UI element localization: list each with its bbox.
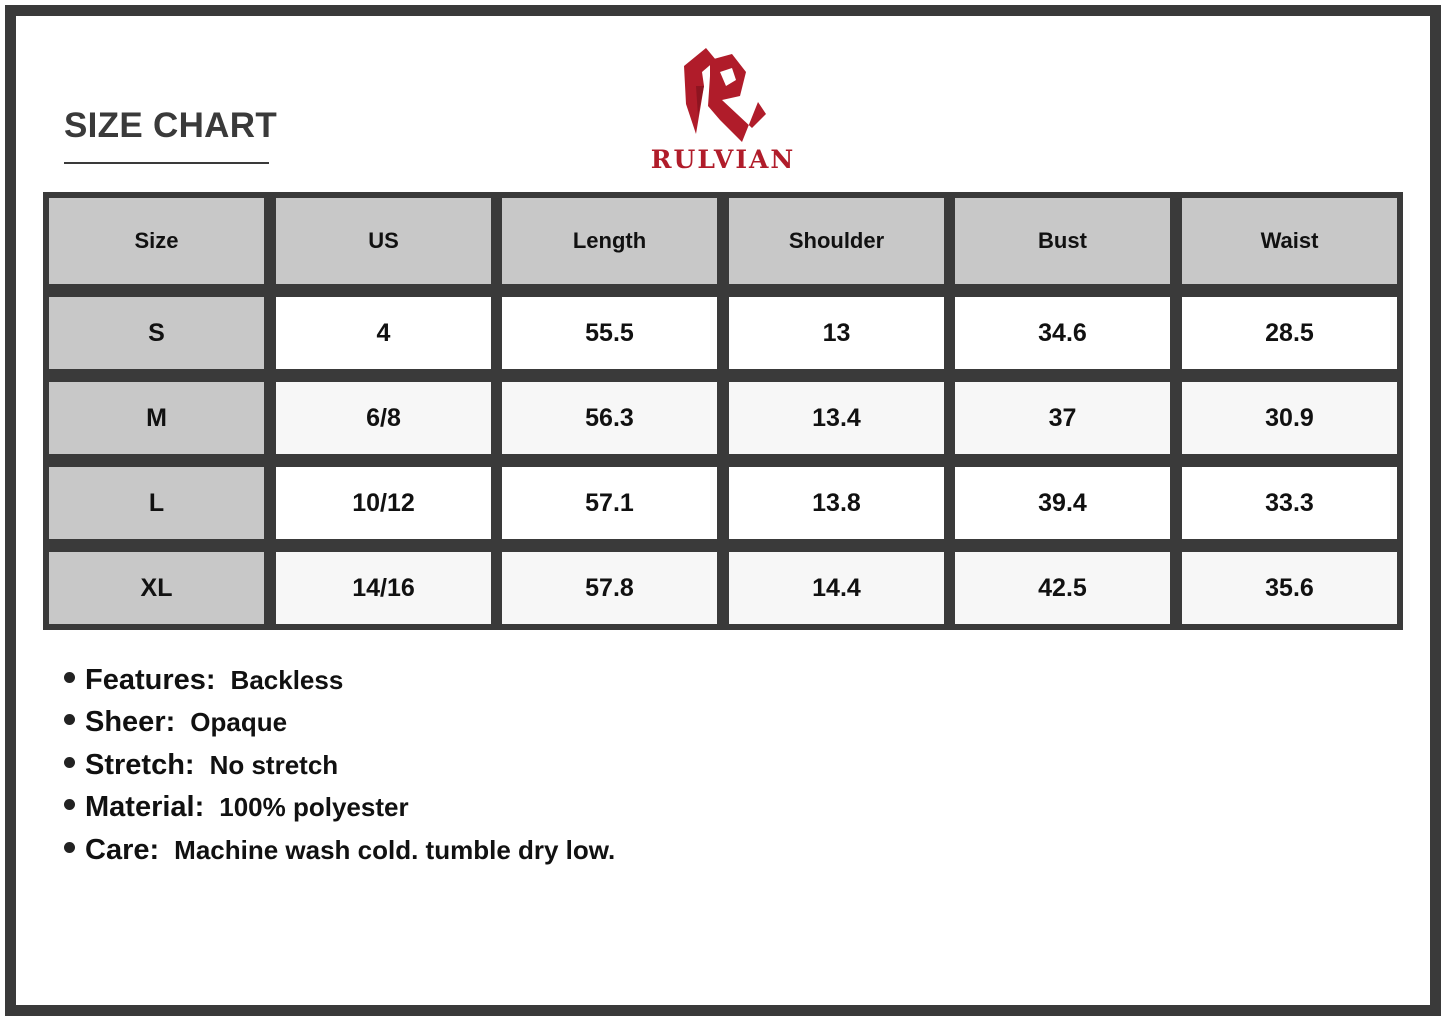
cell-text: 55.5 (585, 318, 634, 347)
cell-text: 57.8 (585, 573, 634, 602)
bullet-icon (64, 757, 75, 768)
feature-item: Material: 100% polyester (64, 791, 409, 824)
page-title: SIZE CHART (64, 106, 277, 145)
feature-item: Sheer: Opaque (64, 706, 287, 739)
feature-label: Care: (85, 834, 160, 866)
table-cell: 57.1 (502, 467, 717, 539)
cell-text: 37 (1048, 403, 1077, 432)
cell-text: 13 (822, 318, 851, 347)
cell-text: 39.4 (1038, 488, 1087, 517)
feature-label: Features: (85, 664, 216, 696)
cell-text: S (148, 318, 165, 347)
feature-value: 100% polyester (219, 792, 409, 822)
table-cell: 13 (729, 297, 944, 369)
header-cell: Size (49, 198, 264, 284)
table-cell: 37 (955, 382, 1170, 454)
cell-text: 57.1 (585, 488, 634, 517)
cell-text: 33.3 (1265, 488, 1314, 517)
cell-text: Size (134, 228, 179, 253)
header-cell: Bust (955, 198, 1170, 284)
cell-text: Shoulder (788, 228, 885, 253)
cell-text: 6/8 (366, 403, 401, 432)
cell-text: 35.6 (1265, 573, 1314, 602)
cell-text: M (146, 403, 167, 432)
cell-text: Waist (1260, 228, 1319, 253)
table-cell: 57.8 (502, 552, 717, 624)
table-cell: 56.3 (502, 382, 717, 454)
header-cell: Waist (1182, 198, 1397, 284)
table-cell: 4 (276, 297, 491, 369)
size-table: Size US Length Shoulder Bust Waist S 4 55.5 13 34.… (43, 192, 1403, 630)
table-cell: 13.8 (729, 467, 944, 539)
feature-value: Opaque (190, 707, 288, 737)
table-cell: 14.4 (729, 552, 944, 624)
cell-text: 34.6 (1038, 318, 1087, 347)
feature-value: Machine wash cold. tumble dry low. (174, 835, 616, 865)
header-cell: Shoulder (729, 198, 944, 284)
feature-value: No stretch (209, 750, 339, 780)
feature-label: Sheer: (85, 706, 176, 738)
size-cell: L (49, 467, 264, 539)
table-cell: 6/8 (276, 382, 491, 454)
table-cell: 33.3 (1182, 467, 1397, 539)
table-cell: 34.6 (955, 297, 1170, 369)
bullet-icon (64, 672, 75, 683)
brand-name: RULVIAN (650, 145, 796, 174)
table-cell: 13.4 (729, 382, 944, 454)
header-cell: Length (502, 198, 717, 284)
bullet-icon (64, 842, 75, 853)
table-cell: 35.6 (1182, 552, 1397, 624)
size-cell: XL (49, 552, 264, 624)
cell-text: Bust (1038, 228, 1087, 253)
table-cell: 55.5 (502, 297, 717, 369)
cell-text: Length (572, 228, 647, 253)
feature-item: Care: Machine wash cold. tumble dry low. (64, 834, 615, 867)
cell-text: 13.4 (812, 403, 861, 432)
size-cell: M (49, 382, 264, 454)
bullet-icon (64, 714, 75, 725)
rulvian-r-logo-icon (684, 48, 766, 142)
table-cell: 14/16 (276, 552, 491, 624)
cell-text: 42.5 (1038, 573, 1087, 602)
cell-text: 13.8 (812, 488, 861, 517)
cell-text: 4 (376, 318, 391, 347)
cell-text: L (148, 488, 165, 517)
table-cell: 30.9 (1182, 382, 1397, 454)
header-cell: US (276, 198, 491, 284)
feature-label: Stretch: (85, 749, 195, 781)
table-cell: 42.5 (955, 552, 1170, 624)
cell-text: US (368, 228, 399, 253)
table-cell: 28.5 (1182, 297, 1397, 369)
cell-text: 10/12 (352, 488, 415, 517)
cell-text: 56.3 (585, 403, 634, 432)
size-cell: S (49, 297, 264, 369)
feature-item: Stretch: No stretch (64, 749, 338, 782)
feature-value: Backless (230, 665, 344, 695)
cell-text: XL (140, 573, 173, 602)
cell-text: 28.5 (1265, 318, 1314, 347)
bullet-icon (64, 799, 75, 810)
table-cell: 10/12 (276, 467, 491, 539)
cell-text: 14/16 (352, 573, 415, 602)
cell-text: 14.4 (812, 573, 861, 602)
table-cell: 39.4 (955, 467, 1170, 539)
cell-text: 30.9 (1265, 403, 1314, 432)
title-underline (64, 162, 269, 164)
feature-label: Material: (85, 791, 205, 823)
feature-item: Features: Backless (64, 664, 343, 697)
